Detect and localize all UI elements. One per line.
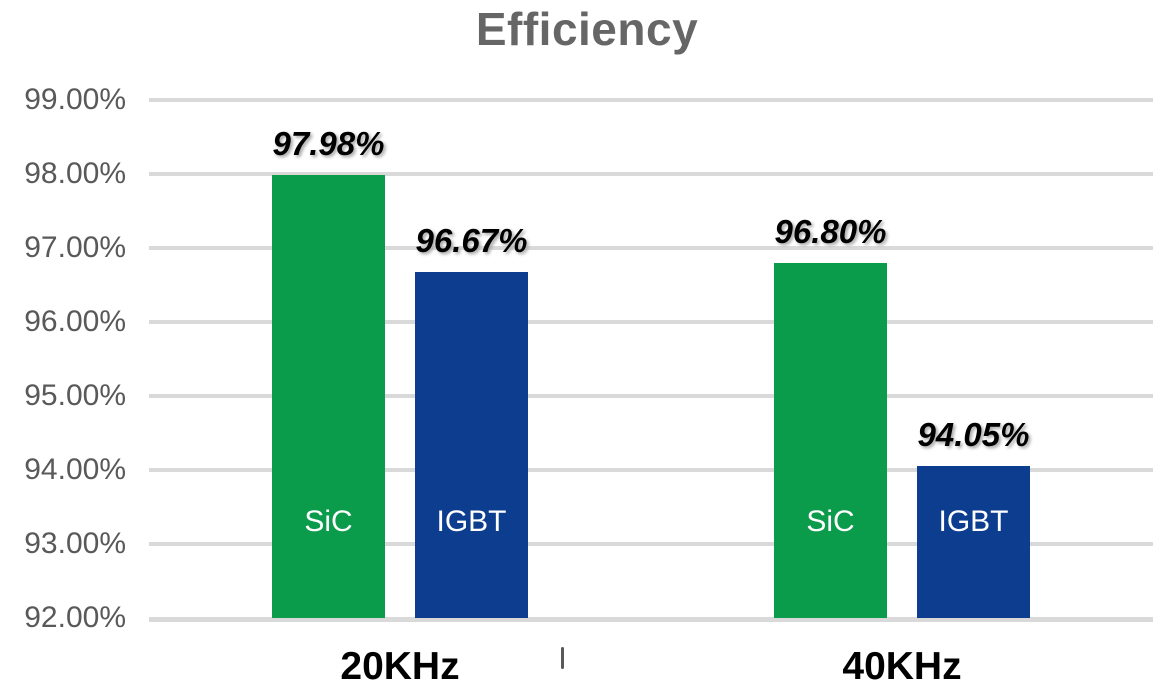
gridline xyxy=(149,320,1153,324)
bar-igbt-20khz: IGBT xyxy=(415,272,528,618)
bar-sic-20khz: SiC xyxy=(272,175,385,618)
gridline xyxy=(149,468,1153,472)
x-axis-line xyxy=(149,617,1153,622)
series-label-igbt: IGBT xyxy=(938,504,1009,538)
data-label-igbt-40khz: 94.05% xyxy=(917,416,1030,454)
y-axis-tick-label: 95.00% xyxy=(24,379,126,412)
bar-igbt-40khz: IGBT xyxy=(917,466,1030,618)
series-label-sic: SiC xyxy=(304,504,353,538)
x-axis-tick-mark xyxy=(561,647,564,669)
y-axis-tick-label: 98.00% xyxy=(24,157,126,190)
y-axis-tick-label: 99.00% xyxy=(24,83,126,116)
gridline xyxy=(149,542,1153,546)
y-axis-tick-label: 96.00% xyxy=(24,305,126,338)
gridline xyxy=(149,98,1153,102)
x-axis-category-label: 20KHz xyxy=(340,645,460,688)
series-label-igbt: IGBT xyxy=(436,504,507,538)
series-label-sic: SiC xyxy=(806,504,855,538)
y-axis-tick-label: 92.00% xyxy=(24,601,126,634)
gridline xyxy=(149,246,1153,250)
y-axis-tick-label: 97.00% xyxy=(24,231,126,264)
y-axis-tick-label: 93.00% xyxy=(24,527,126,560)
gridline xyxy=(149,394,1153,398)
y-axis-tick-label: 94.00% xyxy=(24,453,126,486)
data-label-igbt-20khz: 96.67% xyxy=(415,222,528,260)
data-label-sic-40khz: 96.80% xyxy=(774,212,887,250)
data-label-sic-20khz: 97.98% xyxy=(272,125,385,163)
chart-title: Efficiency xyxy=(475,3,699,55)
bar-sic-40khz: SiC xyxy=(774,262,887,618)
gridline xyxy=(149,172,1153,176)
x-axis-category-label: 40KHz xyxy=(842,645,962,688)
